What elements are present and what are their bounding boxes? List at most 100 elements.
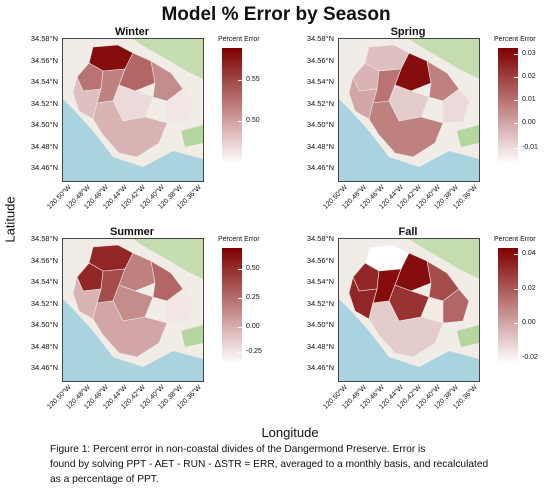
legend-tick-label: 0.50 bbox=[246, 117, 260, 125]
legend-color-bar bbox=[222, 48, 242, 164]
latitude-tick-label: 34.50°N bbox=[30, 120, 58, 129]
legend-title: Percent Error bbox=[218, 36, 260, 43]
legend-tick-label: 0.25 bbox=[246, 293, 260, 301]
latitude-tick-label: 34.46°N bbox=[30, 363, 58, 372]
chart-title: Model % Error by Season bbox=[161, 4, 391, 25]
legend-tick-mark bbox=[514, 123, 518, 125]
legend-tick-label: 0.04 bbox=[522, 249, 536, 257]
legend-tick-label: 0.01 bbox=[522, 96, 536, 104]
latitude-tick-label: 34.56°N bbox=[30, 55, 58, 65]
latitude-tick-label: 34.54°N bbox=[30, 277, 58, 286]
caption-line: as a percentage of PPT. bbox=[50, 474, 159, 485]
legend-tick-mark bbox=[514, 323, 518, 325]
x-axis-title: Longitude bbox=[261, 425, 319, 440]
legend-tick-mark bbox=[514, 53, 518, 55]
panel-title: Winter bbox=[114, 26, 150, 38]
watershed-divide bbox=[166, 88, 194, 124]
watershed-divide bbox=[368, 300, 444, 358]
latitude-tick-label: 34.54°N bbox=[306, 277, 334, 286]
legend-tick-mark bbox=[238, 80, 242, 82]
latitude-tick-label: 34.48°N bbox=[30, 141, 58, 151]
latitude-tick-label: 34.56°N bbox=[30, 255, 58, 265]
legend-tick-label: 0.03 bbox=[522, 49, 536, 57]
vegetation-area bbox=[133, 239, 203, 279]
legend-tick-mark bbox=[238, 352, 242, 354]
legend-tick-mark bbox=[238, 297, 242, 299]
map-area bbox=[62, 38, 204, 182]
legend-tick-label: 0.55 bbox=[246, 76, 260, 84]
vegetation-area bbox=[181, 125, 203, 147]
latitude-tick-label: 34.58°N bbox=[306, 34, 334, 43]
watershed-divide bbox=[368, 100, 444, 158]
basemap bbox=[63, 39, 203, 181]
latitude-tick-label: 34.48°N bbox=[306, 141, 334, 151]
legend-tick-mark bbox=[238, 326, 242, 328]
latitude-tick-label: 34.50°N bbox=[306, 120, 334, 129]
latitude-tick-label: 34.48°N bbox=[30, 341, 58, 351]
latitude-tick-label: 34.56°N bbox=[306, 255, 334, 265]
map-panel-summer: Summer 34.58°N 34.56°N 34.54°N 34.52°N 34.50°… bbox=[0, 226, 270, 426]
legend-tick-label: 0.00 bbox=[522, 319, 536, 327]
map-area bbox=[338, 38, 480, 182]
latitude-tick-label: 34.46°N bbox=[30, 163, 58, 172]
legend-title: Percent Error bbox=[218, 236, 260, 243]
latitude-tick-label: 34.46°N bbox=[306, 163, 334, 172]
vegetation-area bbox=[181, 325, 203, 347]
legend-tick-label: 0.00 bbox=[522, 119, 536, 127]
map-panel-spring: Spring 34.58°N 34.56°N 34.54°N 34.52°N 34.50°… bbox=[276, 26, 546, 226]
legend-tick-label: 0.02 bbox=[522, 284, 536, 292]
map-area bbox=[338, 238, 480, 382]
map-panel-fall: Fall 34.58°N 34.56°N 34.54°N 34.52°N 34.50°N 3… bbox=[276, 226, 546, 426]
panel-title: Fall bbox=[398, 226, 418, 238]
legend-tick-label: -0.02 bbox=[522, 354, 538, 362]
latitude-tick-label: 34.58°N bbox=[30, 34, 58, 43]
legend-color-bar bbox=[498, 48, 518, 164]
legend-tick-label: -0.25 bbox=[246, 348, 262, 356]
vegetation-area bbox=[409, 39, 479, 79]
caption-line: Figure 1: Percent error in non-coastal d… bbox=[50, 444, 426, 455]
panel-title: Summer bbox=[109, 226, 155, 238]
legend-tick-mark bbox=[238, 121, 242, 123]
legend-tick-label: 0.50 bbox=[246, 264, 260, 272]
vegetation-area bbox=[133, 39, 203, 79]
legend-tick-mark bbox=[514, 358, 518, 360]
latitude-tick-label: 34.52°N bbox=[30, 298, 58, 308]
map-panel-winter: Winter 34.58°N 34.56°N 34.54°N 34.52°N 34.50°… bbox=[0, 26, 270, 226]
vegetation-area bbox=[457, 325, 479, 347]
basemap bbox=[339, 39, 479, 181]
vegetation-area bbox=[457, 125, 479, 147]
caption-line: found by solving PPT - AET - RUN - ΔSTR … bbox=[50, 459, 489, 470]
watershed-divide bbox=[92, 300, 168, 358]
watershed-divide bbox=[442, 88, 470, 124]
ocean bbox=[63, 99, 203, 181]
legend-title: Percent Error bbox=[494, 236, 536, 243]
basemap bbox=[63, 239, 203, 381]
legend-tick-mark bbox=[514, 147, 518, 149]
latitude-tick-label: 34.58°N bbox=[30, 234, 58, 243]
legend-color-bar bbox=[222, 248, 242, 364]
ocean bbox=[63, 299, 203, 381]
legend-title: Percent Error bbox=[494, 36, 536, 43]
latitude-tick-label: 34.50°N bbox=[30, 320, 58, 329]
latitude-tick-label: 34.54°N bbox=[30, 77, 58, 86]
panel-title: Spring bbox=[390, 26, 426, 38]
latitude-tick-label: 34.50°N bbox=[306, 320, 334, 329]
legend-tick-mark bbox=[238, 268, 242, 270]
legend-color-bar bbox=[498, 248, 518, 364]
latitude-tick-label: 34.52°N bbox=[306, 298, 334, 308]
ocean bbox=[339, 299, 479, 381]
legend-tick-label: 0.00 bbox=[246, 322, 260, 330]
map-area bbox=[62, 238, 204, 382]
figure-caption: Figure 1: Percent error in non-coastal d… bbox=[50, 442, 510, 487]
watershed-divide bbox=[442, 288, 470, 324]
ocean bbox=[339, 99, 479, 181]
legend-tick-mark bbox=[514, 288, 518, 290]
legend-tick-label: -0.01 bbox=[522, 143, 538, 151]
latitude-tick-label: 34.46°N bbox=[306, 363, 334, 372]
legend-tick-mark bbox=[514, 77, 518, 78]
basemap bbox=[339, 239, 479, 381]
legend-tick-label: 0.02 bbox=[522, 73, 536, 80]
legend-tick-mark bbox=[514, 253, 518, 255]
watershed-divide bbox=[92, 100, 168, 158]
vegetation-area bbox=[409, 239, 479, 279]
